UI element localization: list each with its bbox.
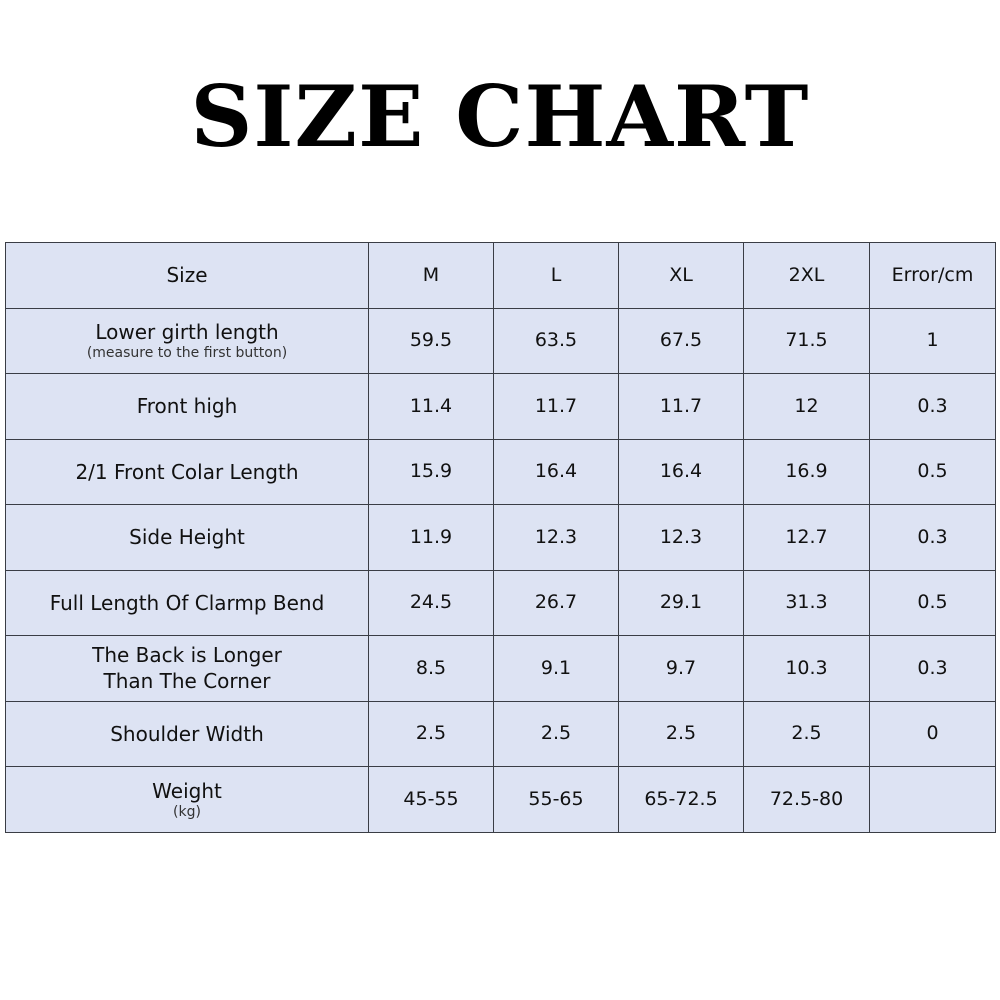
value-cell: 9.7 <box>618 635 744 702</box>
value-cell: 8.5 <box>368 635 494 702</box>
value-cell: 2.5 <box>743 700 870 767</box>
row-label: Weight <box>152 778 222 803</box>
value-cell: 15.9 <box>368 438 494 505</box>
value-cell: 0.3 <box>869 373 996 440</box>
value-cell: 63.5 <box>493 307 619 374</box>
value-cell: 12.3 <box>493 504 619 571</box>
value-cell: 11.7 <box>618 373 744 440</box>
table-row: Lower girth length (measure to the first … <box>5 307 996 374</box>
value-cell: 24.5 <box>368 569 494 636</box>
value-cell: 12 <box>743 373 870 440</box>
row-header-title: Size <box>5 242 369 309</box>
value-cell: 71.5 <box>743 307 870 374</box>
value-cell: 65-72.5 <box>618 766 744 833</box>
row-label-cell: Weight (kg) <box>5 766 369 833</box>
page-title: SIZE CHART <box>190 67 810 166</box>
column-header: Error/cm <box>869 242 996 309</box>
value-cell: 67.5 <box>618 307 744 374</box>
row-label: The Back is Longer Than The Corner <box>92 643 282 694</box>
value-cell: 11.4 <box>368 373 494 440</box>
row-label-cell: Front high <box>5 373 369 440</box>
row-label-note: (kg) <box>173 803 201 820</box>
row-label-cell: The Back is Longer Than The Corner <box>5 635 369 702</box>
value-cell: 2.5 <box>618 700 744 767</box>
value-cell: 45-55 <box>368 766 494 833</box>
row-label: Shoulder Width <box>110 721 264 746</box>
row-label-cell: 2/1 Front Colar Length <box>5 438 369 505</box>
value-cell: 31.3 <box>743 569 870 636</box>
row-label-note: (measure to the first button) <box>86 345 288 362</box>
column-header: L <box>493 242 619 309</box>
value-cell: 2.5 <box>368 700 494 767</box>
value-cell: 26.7 <box>493 569 619 636</box>
value-cell: 11.7 <box>493 373 619 440</box>
row-label-cell: Lower girth length (measure to the first … <box>5 307 369 374</box>
value-cell: 11.9 <box>368 504 494 571</box>
row-label: 2/1 Front Colar Length <box>75 459 299 484</box>
table-row: Front high 11.4 11.7 11.7 12 0.3 <box>5 373 996 440</box>
table-row: Weight (kg) 45-55 55-65 65-72.5 72.5-80 <box>5 766 996 833</box>
row-label-cell: Shoulder Width <box>5 700 369 767</box>
row-label: Full Length Of Clarmp Bend <box>49 590 325 615</box>
value-cell: 0.3 <box>869 635 996 702</box>
value-cell: 0 <box>869 700 996 767</box>
value-cell: 2.5 <box>493 700 619 767</box>
value-cell: 72.5-80 <box>743 766 870 833</box>
table-row: Shoulder Width 2.5 2.5 2.5 2.5 0 <box>5 700 996 767</box>
row-label-cell: Full Length Of Clarmp Bend <box>5 569 369 636</box>
size-chart-table: Size M L XL 2XL Error/cm Lower girth length (me… <box>5 242 996 833</box>
row-label: Side Height <box>129 525 245 550</box>
table-row: 2/1 Front Colar Length 15.9 16.4 16.4 16.9 0.… <box>5 438 996 505</box>
table-row: The Back is Longer Than The Corner 8.5 9.1… <box>5 635 996 702</box>
value-cell: 0.5 <box>869 569 996 636</box>
table-row: Full Length Of Clarmp Bend 24.5 26.7 29.1 31… <box>5 569 996 636</box>
value-cell: 59.5 <box>368 307 494 374</box>
header-row: Size M L XL 2XL Error/cm <box>5 242 996 309</box>
value-cell: 29.1 <box>618 569 744 636</box>
value-cell: 0.5 <box>869 438 996 505</box>
row-label-cell: Side Height <box>5 504 369 571</box>
value-cell: 16.4 <box>493 438 619 505</box>
column-header: XL <box>618 242 744 309</box>
table-row: Side Height 11.9 12.3 12.3 12.7 0.3 <box>5 504 996 571</box>
value-cell: 10.3 <box>743 635 870 702</box>
row-label: Lower girth length <box>95 320 279 345</box>
column-header: 2XL <box>743 242 870 309</box>
row-label: Front high <box>136 394 238 419</box>
column-header: M <box>368 242 494 309</box>
value-cell: 9.1 <box>493 635 619 702</box>
value-cell: 12.3 <box>618 504 744 571</box>
value-cell <box>869 766 996 833</box>
value-cell: 12.7 <box>743 504 870 571</box>
value-cell: 16.4 <box>618 438 744 505</box>
value-cell: 16.9 <box>743 438 870 505</box>
value-cell: 1 <box>869 307 996 374</box>
value-cell: 0.3 <box>869 504 996 571</box>
value-cell: 55-65 <box>493 766 619 833</box>
